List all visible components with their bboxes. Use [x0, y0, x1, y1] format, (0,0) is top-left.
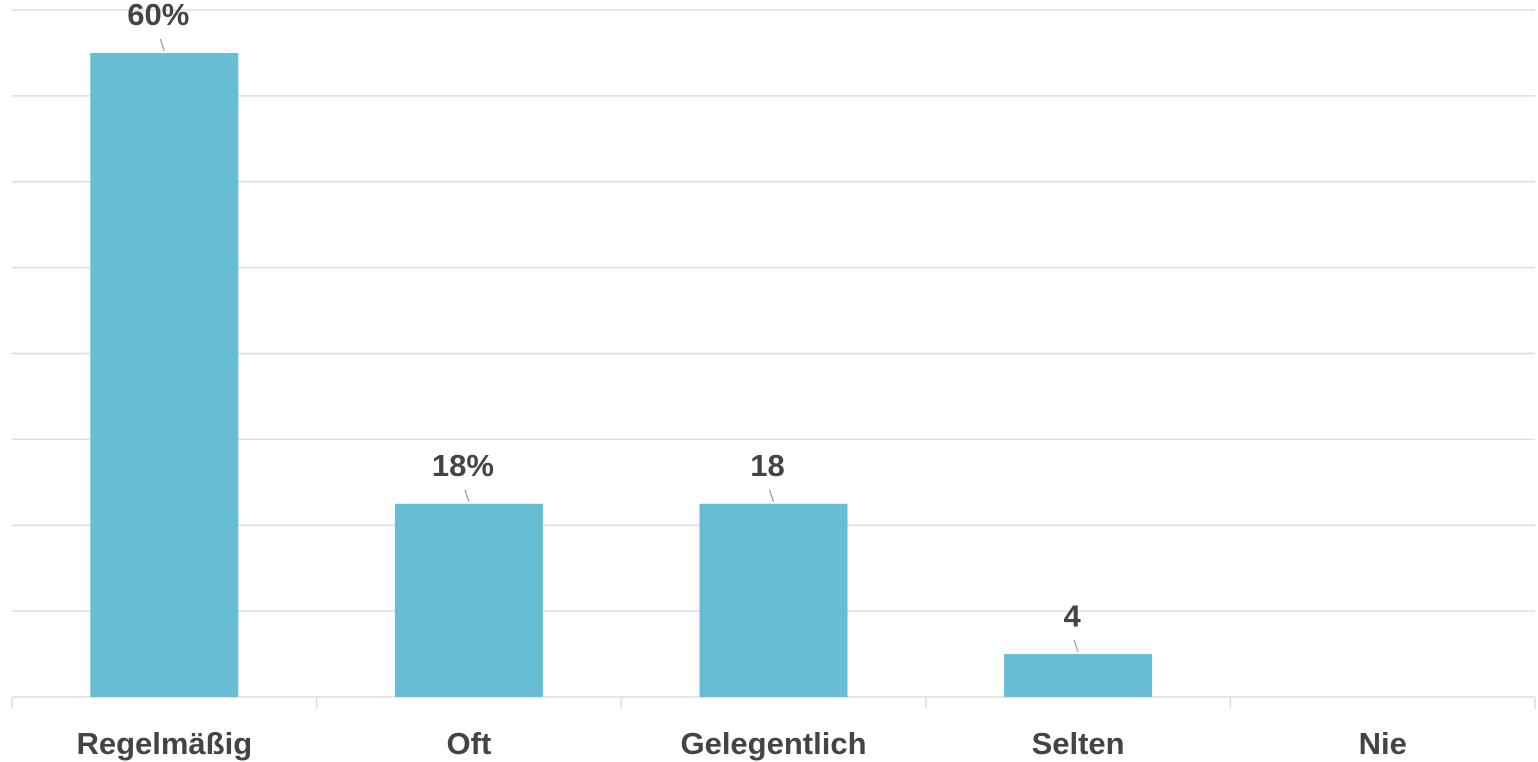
value-label: 18% — [432, 448, 494, 483]
label-leader — [464, 489, 470, 502]
bar — [699, 503, 848, 697]
bar — [1004, 654, 1153, 697]
label-leader — [1073, 639, 1079, 653]
label-leader — [159, 38, 165, 52]
value-label: 18 — [750, 448, 784, 483]
x-tick-label: Selten — [1032, 726, 1125, 761]
bar — [90, 52, 239, 697]
value-label: 60% — [127, 0, 189, 32]
x-tick-label: Regelmäßig — [76, 726, 252, 761]
x-tick-label: Oft — [447, 726, 492, 761]
bar — [394, 503, 543, 697]
value-label: 4 — [1063, 598, 1081, 633]
x-tick-label: Gelegentlich — [680, 726, 866, 761]
x-tick-label: Nie — [1359, 726, 1407, 761]
label-leader — [768, 489, 775, 502]
